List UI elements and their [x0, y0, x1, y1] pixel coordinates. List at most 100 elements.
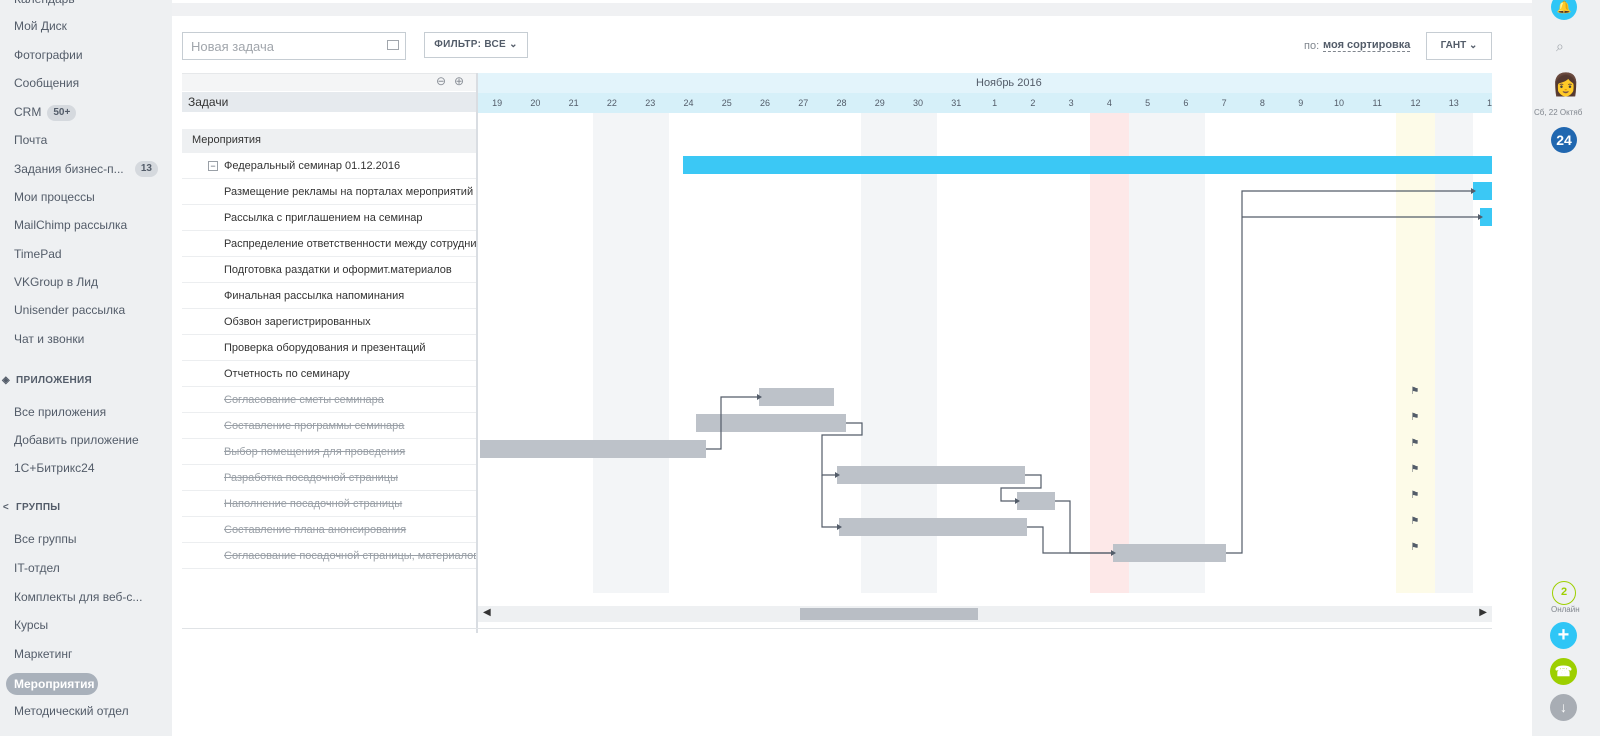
zoom-in-icon[interactable]: ⊕ — [454, 74, 465, 88]
sidebar-item-all-apps[interactable]: Все приложения — [14, 405, 107, 419]
day-cell: 2 — [1030, 98, 1036, 108]
day-cell: 1 — [992, 98, 998, 108]
gantt-bar-task-1[interactable] — [1473, 182, 1492, 200]
sidebar-item-messages[interactable]: Сообщения — [14, 76, 80, 90]
sidebar-item-it-dept[interactable]: IT-отдел — [14, 561, 60, 575]
apps-section-header[interactable]: ◈ ПРИЛОЖЕНИЯ — [0, 373, 92, 389]
sidebar-item-label: Мероприятия — [14, 677, 95, 691]
task-row[interactable]: Обзвон зарегистрированных — [182, 309, 476, 335]
day-cell: 5 — [1145, 98, 1151, 108]
phone-icon[interactable]: ☎ — [1550, 658, 1577, 685]
download-icon[interactable]: ↓ — [1550, 694, 1577, 721]
sidebar-item-mailchimp[interactable]: MailChimp рассылка — [14, 218, 128, 232]
gantt-bar-task-12[interactable] — [837, 466, 1025, 484]
task-name: Согласование сметы семинара — [224, 394, 384, 406]
sidebar-item-timepad[interactable]: TimePad — [14, 247, 62, 261]
calendar-day-badge[interactable]: 24 — [1551, 127, 1577, 153]
task-row[interactable]: Выбор помещения для проведения — [182, 439, 476, 465]
day-cell: 19 — [492, 98, 503, 108]
sidebar-item-events-active[interactable]: Мероприятия — [6, 673, 98, 695]
task-name: Разработка посадочной страницы — [224, 472, 398, 484]
task-row[interactable]: Наполнение посадочной страницы — [182, 491, 476, 517]
task-row[interactable]: Составление программы семинара — [182, 413, 476, 439]
avatar-icon[interactable]: 👩 — [1552, 72, 1580, 97]
sidebar-item-courses[interactable]: Курсы — [14, 618, 49, 632]
new-task-input[interactable]: Новая задача — [182, 32, 406, 60]
task-name: Рассылка с приглашением на семинар — [224, 212, 423, 224]
day-cell: 25 — [721, 98, 732, 108]
crm-count-badge: 50+ — [47, 104, 77, 121]
task-row[interactable]: Размещение рекламы на порталах мероприят… — [182, 179, 476, 205]
scroll-right-icon[interactable]: ▶ — [1479, 607, 1487, 618]
task-row[interactable]: Проверка оборудования и презентаций — [182, 335, 476, 361]
sidebar-item-marketing[interactable]: Маркетинг — [14, 647, 73, 661]
task-name: Согласование посадочной страницы, матери… — [224, 550, 476, 562]
gantt-bar-task-14[interactable] — [839, 518, 1027, 536]
filter-button[interactable]: ФИЛЬТР: ВСЕ ⌄ — [424, 32, 528, 58]
sidebar-item-add-app[interactable]: Добавить приложение — [14, 433, 139, 447]
day-cell: 14 — [1487, 98, 1492, 108]
day-cell: 22 — [606, 98, 617, 108]
sidebar-item-unisender[interactable]: Unisender рассылка — [14, 303, 126, 317]
template-icon[interactable] — [387, 40, 399, 50]
task-name: Выбор помещения для проведения — [224, 446, 406, 458]
scroll-left-icon[interactable]: ◀ — [483, 607, 491, 618]
month-header: Ноябрь 2016 — [478, 73, 1492, 93]
task-row[interactable]: Согласование сметы семинара — [182, 387, 476, 413]
parent-task-row[interactable]: − Федеральный семинар 01.12.2016 — [182, 153, 476, 179]
online-count-badge[interactable]: 2 — [1552, 581, 1576, 605]
gantt-bar-task-15[interactable] — [1113, 544, 1226, 562]
groups-section-header[interactable]: < ГРУППЫ — [0, 500, 60, 516]
sidebar-item-bp-tasks[interactable]: Задания бизнес-п... 13 — [14, 160, 158, 178]
task-row[interactable]: Разработка посадочной страницы — [182, 465, 476, 491]
day-cell: 3 — [1068, 98, 1074, 108]
gantt-bar-task-9[interactable] — [759, 388, 834, 406]
gantt-bar-task-2[interactable] — [1480, 208, 1492, 226]
task-name: Проверка оборудования и презентаций — [224, 342, 426, 354]
sidebar-item-label: CRM — [14, 105, 42, 119]
day-cell: 9 — [1298, 98, 1304, 108]
sidebar-item-my-disk[interactable]: Мой Диск — [14, 19, 67, 33]
add-icon[interactable]: + — [1550, 622, 1577, 649]
task-row[interactable]: Подготовка раздатки и оформит.материалов — [182, 257, 476, 283]
gantt-bar-task-11[interactable] — [480, 440, 706, 458]
sidebar-item-calendar[interactable]: Календарь — [14, 0, 75, 8]
sidebar-item-photos[interactable]: Фотографии — [14, 48, 83, 62]
gantt-bar-task-10[interactable] — [696, 414, 846, 432]
collapse-icon[interactable]: − — [208, 161, 218, 171]
sidebar-item-mail[interactable]: Почта — [14, 133, 48, 147]
day-cell: 6 — [1183, 98, 1189, 108]
sidebar-item-methodical[interactable]: Методический отдел — [14, 704, 129, 718]
gantt-bar-task-13[interactable] — [1017, 492, 1055, 510]
day-cell: 30 — [913, 98, 924, 108]
gantt-bar-parent[interactable] — [683, 156, 1492, 174]
scroll-thumb[interactable] — [800, 608, 978, 620]
search-icon[interactable]: ⌕ — [1556, 38, 1564, 54]
task-name: Подготовка раздатки и оформит.материалов — [224, 264, 452, 276]
bell-icon[interactable]: 🔔 — [1551, 0, 1577, 20]
list-divider[interactable] — [476, 73, 478, 633]
sidebar-item-all-groups[interactable]: Все группы — [14, 532, 77, 546]
gantt-timeline: Ноябрь 2016 19 20 21 22 23 24 25 26 27 28 29 30 31 1 2… — [478, 73, 1492, 633]
task-row[interactable]: Отчетность по семинару — [182, 361, 476, 387]
sidebar-item-web-kits[interactable]: Комплекты для веб-с... — [14, 590, 143, 604]
sort-selector[interactable]: моя сортировка — [1323, 39, 1411, 52]
task-row[interactable]: Распределение ответственности между сотр… — [182, 231, 476, 257]
zoom-out-icon[interactable]: ⊖ — [436, 74, 447, 88]
sidebar-item-vkgroup[interactable]: VKGroup в Лид — [14, 275, 98, 289]
view-mode-button[interactable]: ГАНТ ⌄ — [1426, 32, 1492, 60]
group-row[interactable]: Мероприятия — [182, 129, 476, 153]
sidebar-item-crm[interactable]: CRM 50+ — [14, 103, 77, 121]
day-cell: 11 — [1372, 98, 1382, 108]
task-row[interactable]: Составление плана анонсирования — [182, 517, 476, 543]
task-row[interactable]: Финальная рассылка напоминания — [182, 283, 476, 309]
sidebar-item-1c-bitrix[interactable]: 1С+Битрикс24 — [14, 461, 95, 475]
task-row[interactable]: Согласование посадочной страницы, матери… — [182, 543, 476, 569]
day-cell: 4 — [1106, 98, 1112, 108]
day-cell: 7 — [1221, 98, 1227, 108]
task-row[interactable]: Рассылка с приглашением на семинар — [182, 205, 476, 231]
horizontal-scrollbar[interactable]: ◀ ▶ — [478, 606, 1492, 622]
sidebar-item-my-processes[interactable]: Мои процессы — [14, 190, 95, 204]
chevron-down-icon: ⌄ — [509, 39, 518, 50]
sidebar-item-chat[interactable]: Чат и звонки — [14, 332, 85, 346]
